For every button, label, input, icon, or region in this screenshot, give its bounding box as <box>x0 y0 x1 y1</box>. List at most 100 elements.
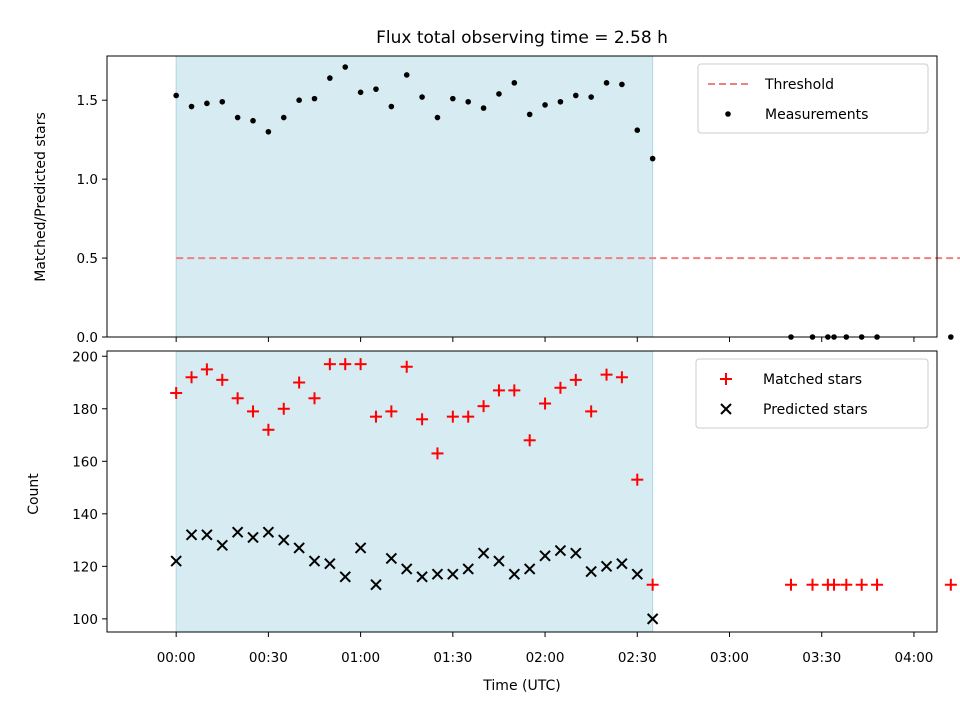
legend-matched-swatch <box>720 373 732 385</box>
bottom-x-tick-label: 00:00 <box>157 650 196 666</box>
predicted-star-point <box>570 547 582 559</box>
x-stroke-b <box>324 558 336 570</box>
x-stroke-b <box>462 563 474 575</box>
top-y-tick-label: 0.0 <box>77 330 98 346</box>
matched-star-point <box>231 392 244 405</box>
x-stroke-b <box>339 571 351 583</box>
matched-star-point <box>855 578 868 591</box>
predicted-star-point <box>170 555 182 567</box>
legend-threshold-label: Threshold <box>764 77 834 93</box>
chart-title: Flux total observing time = 2.58 h <box>376 28 668 48</box>
observing-span-top <box>175 55 654 338</box>
measurement-point <box>480 105 487 111</box>
predicted-star-point <box>278 534 290 546</box>
bottom-x-tick-label: 01:00 <box>341 650 380 666</box>
measurement-point <box>511 80 518 86</box>
predicted-star-point <box>508 568 521 580</box>
matched-star-point <box>508 384 521 397</box>
measurement-point <box>204 100 210 107</box>
measurement-point <box>219 98 226 105</box>
measurement-point <box>173 92 179 99</box>
x-stroke-b <box>370 579 382 591</box>
matched-star-point <box>806 578 819 591</box>
x-stroke-b <box>508 568 521 580</box>
matched-star-point <box>539 397 552 410</box>
measurement-point <box>619 81 625 88</box>
matched-star-point <box>170 387 183 400</box>
matched-star-point <box>477 400 490 413</box>
predicted-star-point <box>523 563 536 575</box>
x-stroke-b <box>477 547 490 559</box>
matched-star-point <box>277 402 290 415</box>
matched-star-point <box>339 358 352 371</box>
measurement-point <box>634 127 641 133</box>
x-stroke-b <box>385 552 398 565</box>
measurement-point <box>465 98 472 105</box>
bottom-x-tick-label: 01:30 <box>433 650 472 666</box>
predicted-star-point <box>201 529 213 541</box>
x-axis-label: Time (UTC) <box>482 678 560 694</box>
bottom-x-tick-label: 02:30 <box>618 650 657 666</box>
predicted-star-point <box>262 526 275 538</box>
matched-star-point <box>354 358 367 371</box>
matched-star-point <box>554 381 567 394</box>
matched-star-point <box>369 410 382 423</box>
measurement-point <box>250 117 256 124</box>
matched-star-point <box>323 358 336 371</box>
measurement-point <box>603 80 610 86</box>
matched-star-point <box>385 405 398 418</box>
x-stroke-b <box>631 568 643 580</box>
matched-star-point <box>446 410 459 423</box>
x-stroke-b <box>278 534 290 546</box>
measurement-point <box>311 95 318 102</box>
x-stroke-b <box>539 550 551 562</box>
x-stroke-b <box>554 544 567 557</box>
predicted-star-point <box>493 555 505 567</box>
legend-predicted-label: Predicted stars <box>763 402 868 418</box>
x-stroke-b <box>201 529 213 541</box>
bottom-y-tick-label: 200 <box>72 349 98 365</box>
x-stroke-b <box>185 529 198 541</box>
bottom-y-tick-label: 120 <box>72 559 98 575</box>
top-plot-frame <box>106 55 938 338</box>
matched-star-point <box>431 447 444 460</box>
bottom-y-axis-label: Count <box>26 473 42 515</box>
matched-star-point <box>784 578 797 591</box>
predicted-star-point <box>401 563 413 575</box>
matched-star-point <box>247 405 260 418</box>
measurement-point <box>496 91 502 97</box>
measurement-point <box>649 155 656 162</box>
predicted-star-point <box>462 563 474 575</box>
matched-star-point <box>492 384 505 397</box>
predicted-star-point <box>354 542 367 554</box>
measurement-point <box>542 102 548 108</box>
top-y-axis-label: Matched/Predicted stars <box>33 112 49 282</box>
measurement-point <box>373 86 379 92</box>
measurement-point <box>450 95 456 102</box>
x-stroke-b <box>616 558 628 570</box>
x-stroke-b <box>600 560 613 573</box>
bottom-x-tick-label: 04:00 <box>894 650 933 666</box>
matched-star-point <box>569 373 582 386</box>
x-stroke-b <box>585 565 597 578</box>
x-stroke-b <box>170 555 182 567</box>
top-y-tick-label: 0.5 <box>77 251 98 267</box>
matched-star-point <box>400 360 413 373</box>
predicted-star-point <box>416 571 428 583</box>
predicted-star-point <box>600 560 613 573</box>
measurement-point <box>296 97 302 104</box>
matched-star-point <box>308 392 321 405</box>
observing-span-bottom <box>175 350 654 633</box>
measurement-point <box>403 72 410 78</box>
predicted-star-point <box>247 531 259 544</box>
x-stroke-b <box>401 563 413 575</box>
matched-star-point <box>828 578 841 591</box>
predicted-star-point <box>370 579 382 591</box>
matched-star-point <box>200 363 213 376</box>
predicted-star-point <box>585 565 597 578</box>
x-stroke-b <box>431 568 444 580</box>
measurement-point <box>434 114 441 121</box>
x-stroke-b <box>493 555 505 567</box>
matched-star-point <box>871 578 884 591</box>
matched-star-point <box>293 376 306 389</box>
